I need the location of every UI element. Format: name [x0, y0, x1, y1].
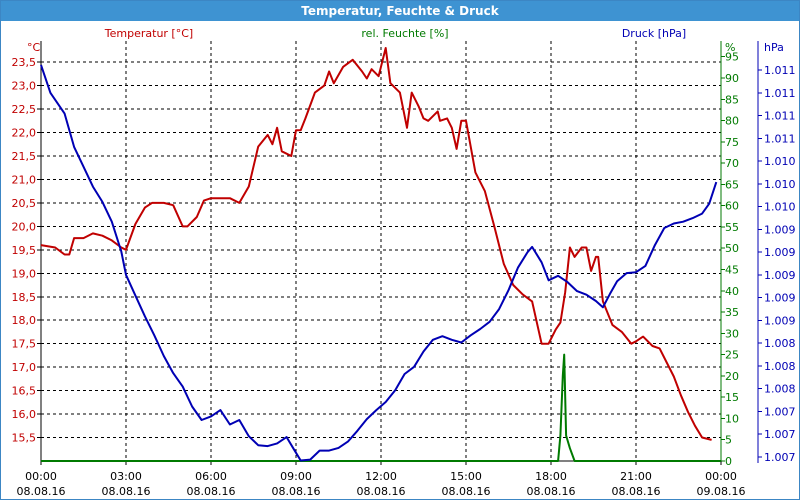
- temperature-tick-label: 17,5: [12, 338, 37, 351]
- temperature-tick-label: 22,5: [12, 103, 37, 116]
- temperature-tick-label: 21,5: [12, 150, 37, 163]
- humidity-axis-title: rel. Feuchte [%]: [361, 27, 448, 40]
- x-tick-date: 08.08.16: [102, 485, 151, 498]
- humidity-tick-label: 50: [725, 242, 739, 255]
- pressure-tick-label: 1.009: [764, 269, 796, 282]
- temperature-tick-label: 19,0: [12, 267, 37, 280]
- humidity-tick-label: 65: [725, 178, 739, 191]
- pressure-tick-label: 1.009: [764, 246, 796, 259]
- temperature-tick-label: 21,0: [12, 173, 37, 186]
- temperature-tick-label: 18,5: [12, 291, 37, 304]
- pressure-tick-label: 1.009: [764, 314, 796, 327]
- x-tick-time: 12:00: [365, 470, 397, 483]
- temperature-tick-label: 22,0: [12, 127, 37, 140]
- temperature-tick-label: 23,5: [12, 56, 37, 69]
- x-tick-time: 18:00: [535, 470, 567, 483]
- pressure-tick-label: 1.011: [764, 64, 796, 77]
- temperature-tick-label: 17,0: [12, 361, 37, 374]
- humidity-tick-label: 15: [725, 391, 739, 404]
- humidity-tick-label: 60: [725, 200, 739, 213]
- pressure-tick-label: 1.008: [764, 360, 796, 373]
- window-title: Temperatur, Feuchte & Druck: [1, 1, 799, 21]
- temperature-tick-label: 20,5: [12, 197, 37, 210]
- pressure-tick-label: 1.010: [764, 178, 796, 191]
- pressure-tick-label: 1.009: [764, 223, 796, 236]
- temperature-tick-label: 15,5: [12, 432, 37, 445]
- x-tick-time: 15:00: [450, 470, 482, 483]
- pressure-tick-label: 1.011: [764, 87, 796, 100]
- pressure-tick-label: 1.008: [764, 383, 796, 396]
- humidity-tick-label: 80: [725, 115, 739, 128]
- pressure-tick-label: 1.011: [764, 110, 796, 123]
- humidity-tick-label: 35: [725, 306, 739, 319]
- x-tick-time: 00:00: [25, 470, 57, 483]
- pressure-tick-label: 1.009: [764, 292, 796, 305]
- humidity-tick-label: 5: [725, 434, 732, 447]
- temperature-axis-title: Temperatur [°C]: [104, 27, 193, 40]
- x-tick-time: 00:00: [705, 470, 737, 483]
- x-tick-date: 08.08.16: [272, 485, 321, 498]
- x-tick-date: 08.08.16: [17, 485, 66, 498]
- humidity-tick-label: 25: [725, 349, 739, 362]
- humidity-tick-label: 55: [725, 221, 739, 234]
- pressure-tick-label: 1.010: [764, 201, 796, 214]
- humidity-unit-label: %: [725, 41, 735, 54]
- x-tick-date: 09.08.16: [697, 485, 746, 498]
- pressure-tick-label: 1.010: [764, 155, 796, 168]
- temperature-tick-label: 16,0: [12, 408, 37, 421]
- x-tick-date: 08.08.16: [442, 485, 491, 498]
- humidity-series-line: [41, 353, 721, 462]
- pressure-tick-label: 1.007: [764, 428, 796, 441]
- x-tick-date: 08.08.16: [527, 485, 576, 498]
- humidity-tick-label: 75: [725, 136, 739, 149]
- humidity-tick-label: 45: [725, 264, 739, 277]
- pressure-axis-title: Druck [hPa]: [622, 27, 686, 40]
- humidity-tick-label: 0: [725, 455, 732, 468]
- x-tick-time: 06:00: [195, 470, 227, 483]
- temperature-tick-label: 20,0: [12, 220, 37, 233]
- pressure-tick-label: 1.007: [764, 405, 796, 418]
- x-tick-time: 03:00: [110, 470, 142, 483]
- x-tick-date: 08.08.16: [612, 485, 661, 498]
- temperature-tick-label: 18,0: [12, 314, 37, 327]
- temperature-tick-label: 16,5: [12, 385, 37, 398]
- pressure-unit-label: hPa: [764, 41, 784, 54]
- x-tick-date: 08.08.16: [357, 485, 406, 498]
- x-tick-date: 08.08.16: [187, 485, 236, 498]
- pressure-tick-label: 1.011: [764, 132, 796, 145]
- humidity-tick-label: 30: [725, 327, 739, 340]
- humidity-tick-label: 90: [725, 72, 739, 85]
- pressure-tick-label: 1.008: [764, 337, 796, 350]
- humidity-tick-label: 70: [725, 157, 739, 170]
- temperature-unit-label: °C: [27, 41, 41, 54]
- pressure-series-line: [40, 64, 718, 462]
- humidity-tick-label: 85: [725, 93, 739, 106]
- temperature-series-line: [40, 47, 712, 441]
- humidity-tick-label: 95: [725, 51, 739, 64]
- temperature-tick-label: 23,0: [12, 80, 37, 93]
- x-tick-time: 09:00: [280, 470, 312, 483]
- x-tick-time: 21:00: [620, 470, 652, 483]
- pressure-tick-label: 1.007: [764, 451, 796, 464]
- humidity-tick-label: 40: [725, 285, 739, 298]
- humidity-tick-label: 20: [725, 370, 739, 383]
- temperature-tick-label: 19,5: [12, 244, 37, 257]
- humidity-tick-label: 10: [725, 412, 739, 425]
